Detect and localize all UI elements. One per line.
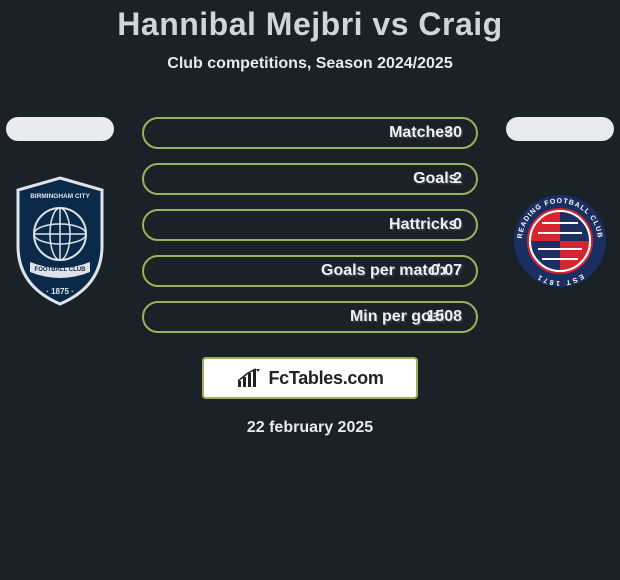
- footer: FcTables.com 22 february 2025: [0, 357, 620, 437]
- date-text: 22 february 2025: [247, 419, 373, 437]
- stat-bar-gpm: Goals per match 0.07: [142, 255, 478, 287]
- stat-bar-matches: Matches 30: [142, 117, 478, 149]
- stat-label: Hattricks: [389, 216, 457, 234]
- left-club-crest: FOOTBALL CLUB BIRMINGHAM CITY · 1875 ·: [10, 181, 110, 301]
- brand-logo-box: FcTables.com: [202, 357, 418, 399]
- stat-right-value: 2: [453, 170, 462, 188]
- left-player-column: FOOTBALL CLUB BIRMINGHAM CITY · 1875 ·: [6, 117, 114, 301]
- stat-bar-goals: Goals 2: [142, 163, 478, 195]
- bar-chart-icon: [236, 367, 262, 389]
- stat-right-value: 0.07: [431, 262, 462, 280]
- main-area: FOOTBALL CLUB BIRMINGHAM CITY · 1875 · M…: [0, 115, 620, 333]
- right-name-pill: [506, 117, 614, 141]
- infographic-container: Hannibal Mejbri vs Craig Club competitio…: [0, 0, 620, 437]
- svg-text:FOOTBALL CLUB: FOOTBALL CLUB: [35, 267, 87, 273]
- left-name-pill: [6, 117, 114, 141]
- page-title: Hannibal Mejbri vs Craig: [0, 6, 620, 43]
- svg-text:· 1875 ·: · 1875 ·: [46, 287, 74, 296]
- stat-bar-mpg: Min per goal 1508: [142, 301, 478, 333]
- brand-text: FcTables.com: [268, 368, 383, 389]
- stat-label: Goals: [413, 170, 457, 188]
- page-subtitle: Club competitions, Season 2024/2025: [0, 55, 620, 73]
- right-club-crest: READING FOOTBALL CLUB EST 1871: [510, 181, 610, 301]
- shield-crest-icon: FOOTBALL CLUB BIRMINGHAM CITY · 1875 ·: [10, 176, 110, 306]
- circle-crest-icon: READING FOOTBALL CLUB EST 1871: [512, 193, 608, 289]
- stat-right-value: 30: [444, 124, 462, 142]
- right-player-column: READING FOOTBALL CLUB EST 1871: [506, 117, 614, 301]
- stat-right-value: 1508: [426, 308, 462, 326]
- stat-right-value: 0: [453, 216, 462, 234]
- stat-bar-hattricks: Hattricks 0: [142, 209, 478, 241]
- stat-label: Goals per match: [321, 262, 446, 280]
- stats-column: Matches 30 Goals 2 Hattricks 0 Goals per…: [142, 117, 478, 333]
- svg-text:BIRMINGHAM CITY: BIRMINGHAM CITY: [30, 193, 90, 200]
